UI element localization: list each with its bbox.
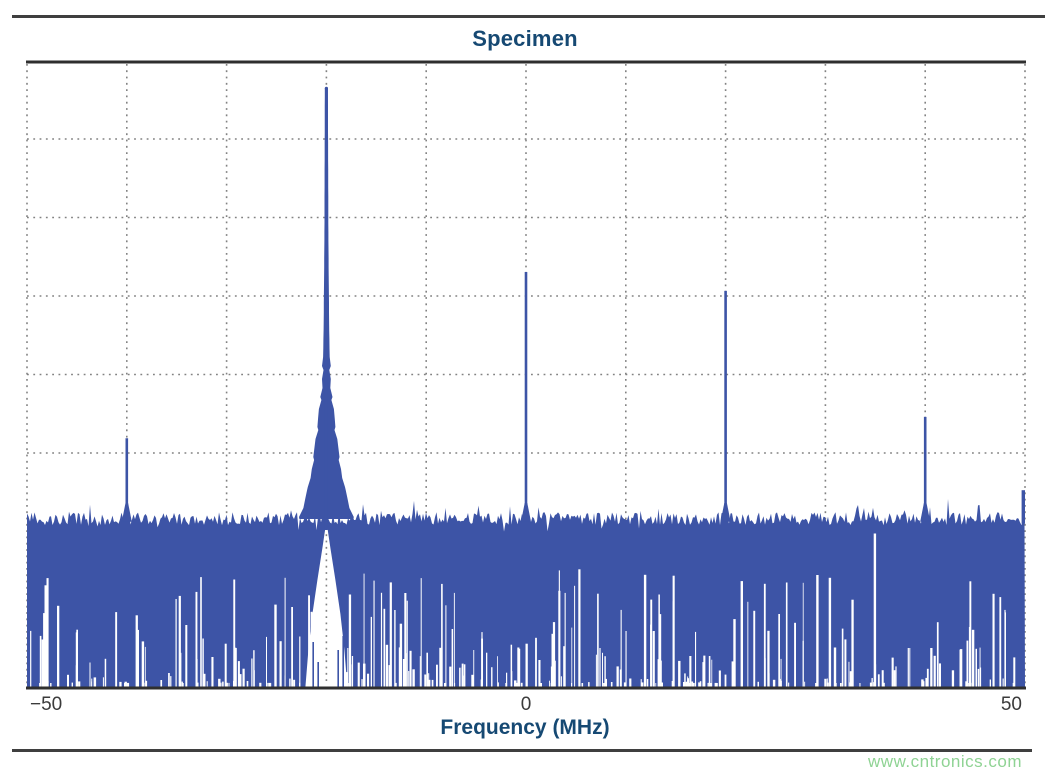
bottom-rule: [12, 749, 1032, 752]
x-tick-50: 50: [1000, 694, 1022, 715]
top-rule: [12, 15, 1045, 18]
x-axis-label: Frequency (MHz): [440, 716, 610, 739]
watermark-text: www.cntronics.com: [868, 752, 1022, 771]
chart-title: Specimen: [472, 26, 578, 51]
x-tick-minus50: −50: [30, 694, 63, 715]
x-tick-0: 0: [520, 694, 532, 715]
